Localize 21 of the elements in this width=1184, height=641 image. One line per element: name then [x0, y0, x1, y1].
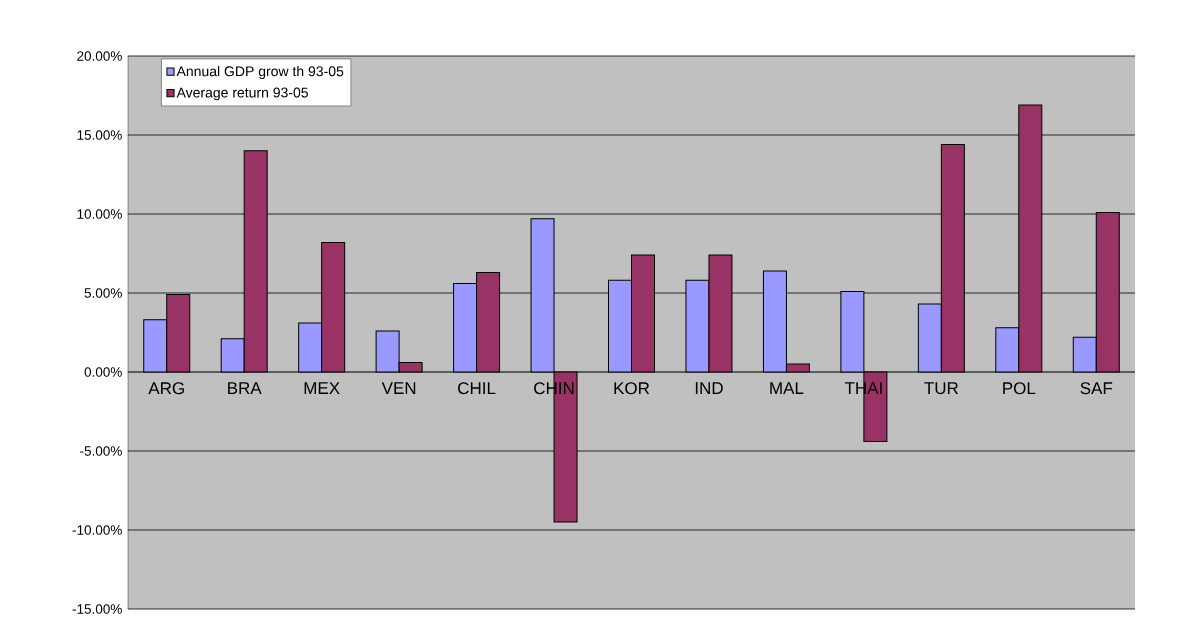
x-tick-label: MAL: [770, 382, 804, 394]
y-tick-label: 10.00%: [77, 209, 122, 219]
legend-label: Average return 93-05: [176, 87, 308, 101]
x-tick-label: VEN: [381, 382, 416, 394]
y-tick-label: 20.00%: [77, 51, 122, 61]
x-tick-label: IND: [695, 382, 723, 394]
y-tick-label: 0.00%: [84, 367, 122, 377]
y-tick-label: -5.00%: [80, 446, 122, 456]
x-tick-label: TUR: [924, 382, 959, 395]
x-tick-label: BRA: [228, 382, 262, 394]
legend-label: Annual GDP grow th 93-05: [176, 65, 344, 80]
y-tick-label: -15.00%: [72, 604, 122, 614]
x-tick-label: CHIL: [458, 382, 496, 395]
y-tick-label: -10.00%: [72, 525, 122, 535]
x-tick-label: MEX: [304, 382, 340, 394]
x-tick-label: POL: [1003, 382, 1036, 395]
x-tick-label: SAF: [1080, 382, 1113, 395]
y-tick-label: 15.00%: [77, 130, 122, 140]
x-tick-label: KOR: [614, 382, 650, 395]
x-tick-label: ARG: [148, 382, 184, 395]
y-tick-label: 5.00%: [84, 288, 122, 298]
